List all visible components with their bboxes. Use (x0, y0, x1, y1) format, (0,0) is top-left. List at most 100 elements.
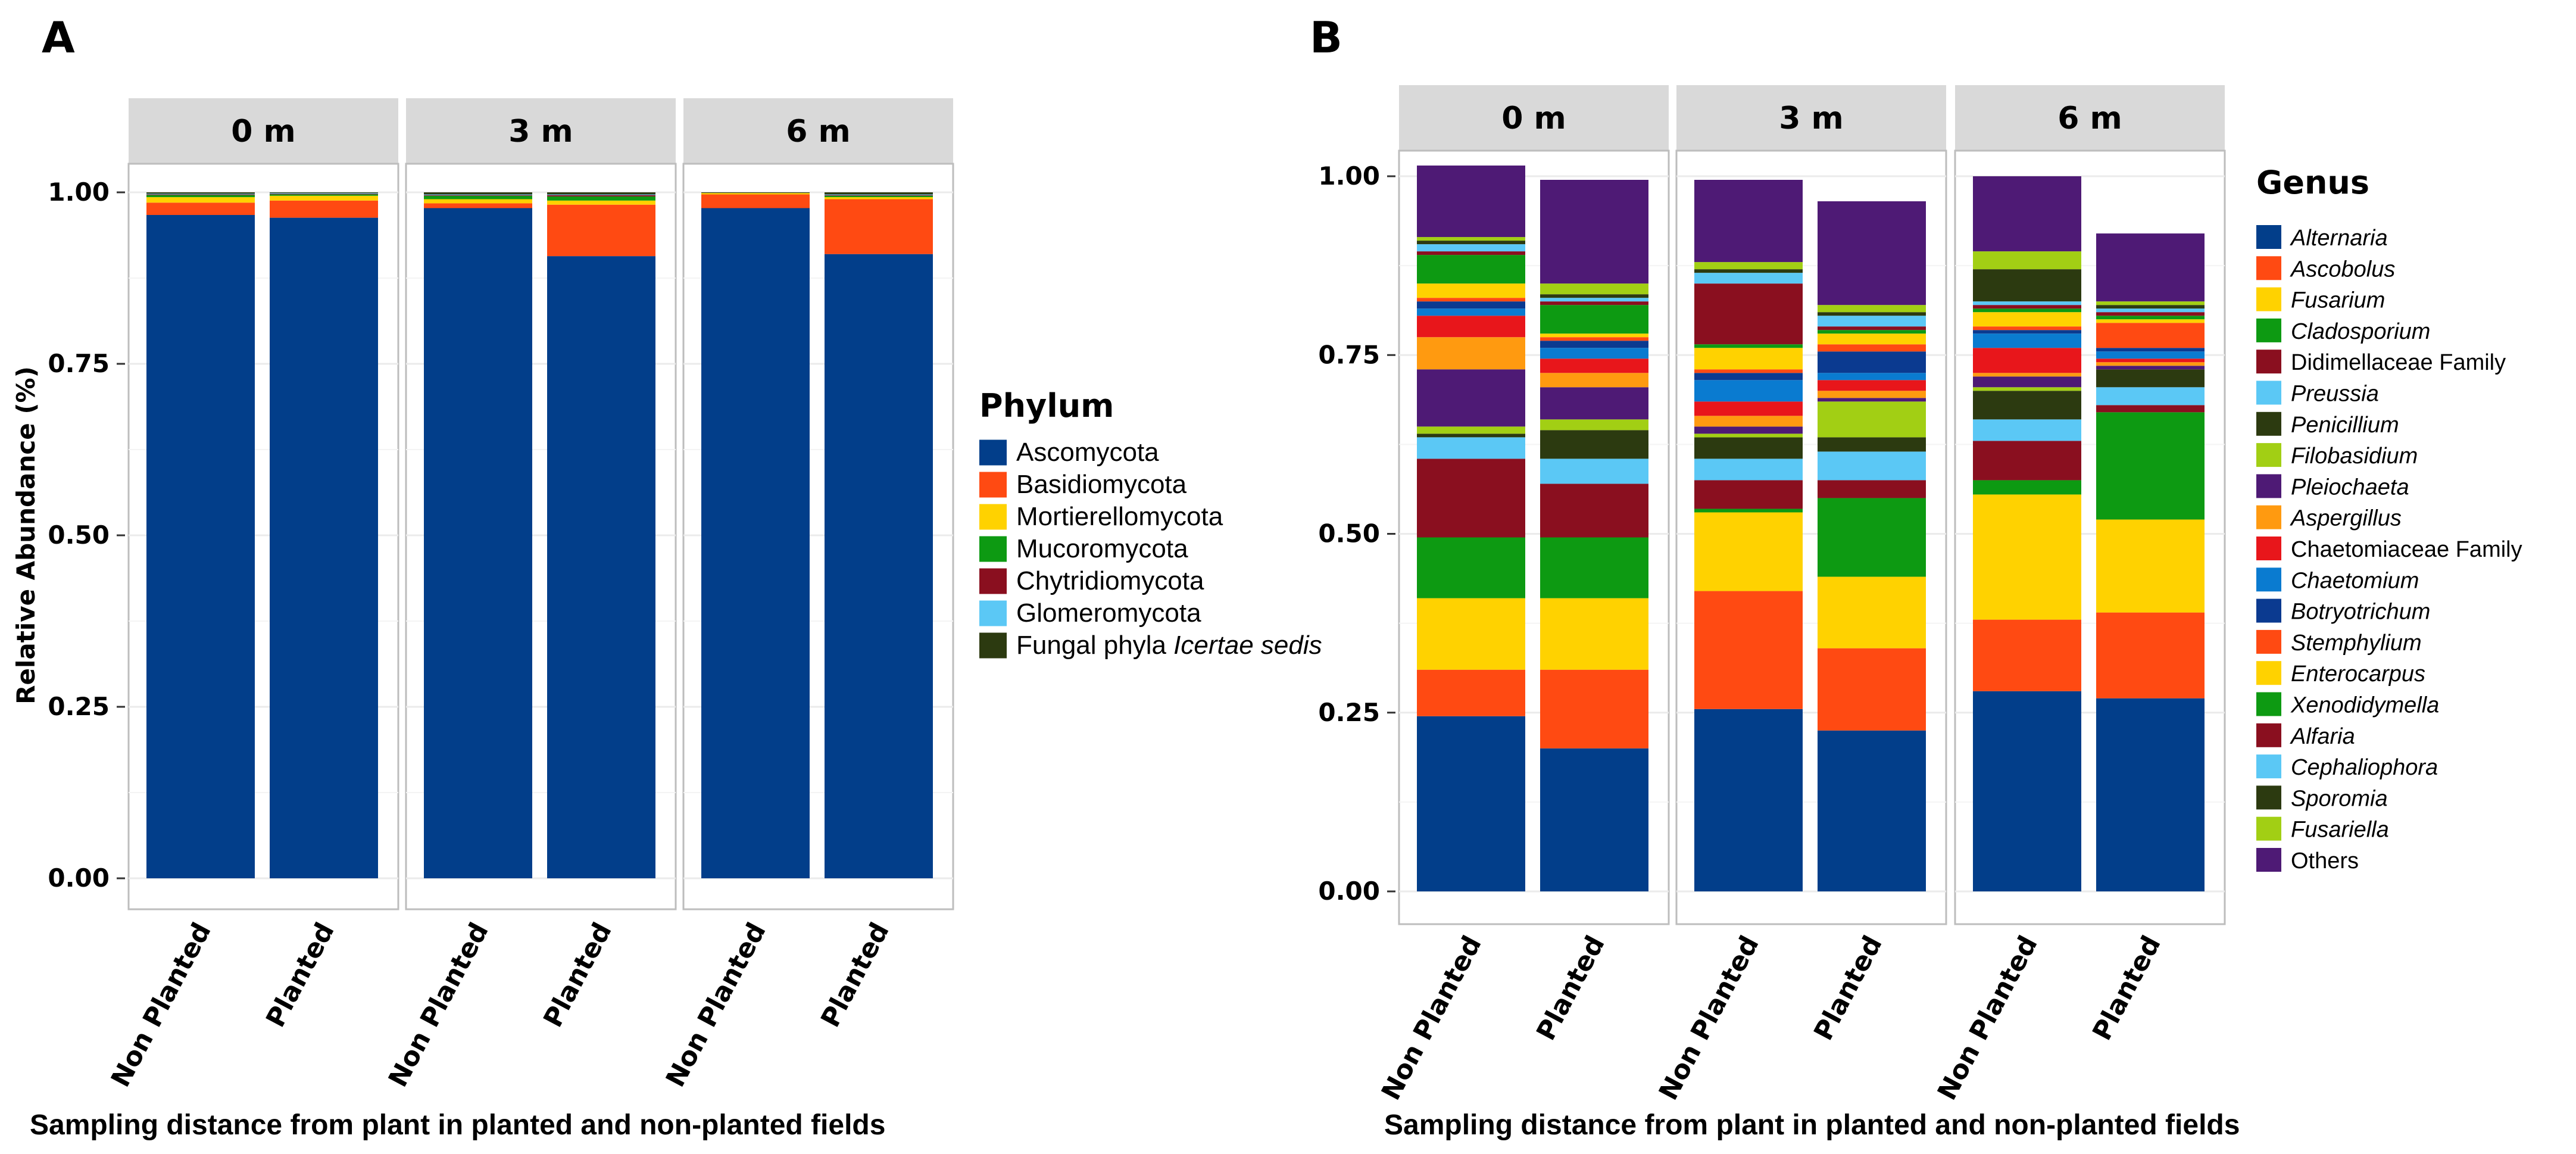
bar-segment-xenodidymella (1417, 255, 1525, 284)
bar-segment-cladosporium (1417, 537, 1525, 598)
x-axis-label: Sampling distance from plant in planted … (1384, 1109, 2240, 1141)
bar-segment-alternaria (1818, 730, 1926, 891)
bar-segment-alfaria (1417, 251, 1525, 255)
bar-segment-chytridiomycota (825, 195, 933, 196)
bar-segment-chaetomium (2096, 351, 2205, 359)
bar-segment-aspergillus (1818, 391, 1926, 398)
bar-segment-penicillium (1540, 430, 1648, 459)
legend-label-mucoromycota: Mucoromycota (1016, 534, 1188, 563)
legend-swatch-pleiochaeta (2256, 474, 2281, 498)
bar-segment-fusarium (1417, 598, 1525, 670)
y-tick-label: 1.00 (1318, 161, 1380, 191)
bar-segment-preussia (1973, 419, 2081, 441)
legend-label-didimellaceae-family: Didimellaceae Family (2291, 350, 2506, 375)
bar-segment-glomeromycota (270, 193, 378, 194)
legend-label-cladosporium: Cladosporium (2291, 319, 2430, 344)
legend-label-stemphylium: Stemphylium (2291, 631, 2422, 656)
bar-segment-didimellaceae-family (1540, 484, 1648, 538)
bar-segment-filobasidium (1973, 387, 2081, 391)
bar-segment-stemphylium (2096, 323, 2205, 348)
legend-swatch-ascomycota (979, 439, 1007, 466)
legend-swatch-stemphylium (2256, 629, 2281, 654)
y-tick-label: 0.50 (1318, 519, 1380, 548)
bar-segment-fusariella (1694, 262, 1803, 270)
bar-segment-ascomycota (825, 254, 933, 879)
legend-swatch-preussia (2256, 380, 2281, 405)
bar-segment-didimellaceae-family (2096, 405, 2205, 413)
legend-label-mortierellomycota: Mortierellomycota (1016, 502, 1223, 531)
bar-segment-preussia (1694, 459, 1803, 481)
legend-label-chaetomium: Chaetomium (2291, 568, 2419, 593)
bar-segment-chaetomium (1540, 348, 1648, 359)
bar-segment-cephaliophora (1540, 298, 1648, 302)
legend-swatch-enterocarpus (2256, 661, 2281, 685)
bar-segment-mortierellomycota (701, 193, 810, 195)
bar-segment-sporomia (1694, 269, 1803, 273)
bar-segment-ascomycota (424, 208, 532, 879)
legend-label-enterocarpus: Enterocarpus (2291, 662, 2425, 687)
bar-segment-filobasidium (1417, 426, 1525, 434)
x-tick-label: Planted (538, 918, 618, 1032)
legend-label-alternaria: Alternaria (2290, 226, 2388, 251)
bar-segment-fusarium (2096, 519, 2205, 613)
bar-segment-ascobolus (1973, 619, 2081, 691)
bar-segment-penicillium (1694, 437, 1803, 459)
bar-segment-xenodidymella (2096, 316, 2205, 320)
bar-segment-fusariella (2096, 301, 2205, 305)
bar-segment-cephaliophora (1818, 316, 1926, 327)
legend-swatch-chaetomium (2256, 567, 2281, 592)
legend-label-others: Others (2291, 849, 2359, 874)
facet-strip (406, 98, 676, 164)
bar-segment-didimellaceae-family (1694, 480, 1803, 509)
bar-segment-fusarium (1973, 494, 2081, 620)
bar-segment-alfaria (1973, 305, 2081, 309)
bar-segment-mucoromycota (424, 195, 532, 199)
bar-segment-ascobolus (1417, 669, 1525, 716)
bar-segment-mortierellomycota (146, 197, 255, 203)
legend-swatch-chaetomiaceae-family (2256, 537, 2281, 560)
bar-segment-filobasidium (1818, 401, 1926, 438)
bar-segment-penicillium (1973, 391, 2081, 420)
bar-segment-fungal-phyla (825, 192, 933, 195)
bar-segment-mortierellomycota (270, 195, 378, 201)
bar-segment-botryotrichum (1818, 351, 1926, 373)
bar-segment-alternaria (1694, 709, 1803, 891)
bar-segment-chaetomiaceae-family (1818, 380, 1926, 391)
legend-label-xenodidymella: Xenodidymella (2290, 693, 2439, 718)
legend-swatch-fusariella (2256, 816, 2281, 841)
bar-segment-botryotrichum (2096, 348, 2205, 352)
legend-label-glomeromycota: Glomeromycota (1016, 598, 1201, 628)
x-tick-label: Planted (2087, 931, 2167, 1045)
bar-segment-enterocarpus (2096, 319, 2205, 323)
bar-segment-fusariella (1417, 237, 1525, 241)
bar-segment-botryotrichum (1417, 301, 1525, 309)
legend-swatch-basidiomycota (979, 472, 1007, 498)
bar-segment-sporomia (1540, 294, 1648, 298)
bar-segment-alfaria (1694, 283, 1803, 345)
bar-segment-preussia (1540, 459, 1648, 484)
bar-segment-penicillium (1417, 433, 1525, 438)
legend-label-pleiochaeta: Pleiochaeta (2291, 475, 2409, 500)
bar-segment-mortierellomycota (547, 200, 655, 205)
bar-segment-enterocarpus (1540, 333, 1648, 338)
bar-segment-chaetomium (1818, 373, 1926, 380)
bar-segment-basidiomycota (270, 200, 378, 218)
bar-segment-cephaliophora (1973, 301, 2081, 305)
bar-segment-ascomycota (701, 208, 810, 879)
panel-b-label: B (1310, 13, 1342, 63)
bar-segment-fungal-phyla (424, 192, 532, 195)
bar-segment-mortierellomycota (825, 197, 933, 199)
legend-swatch-alfaria (2256, 723, 2281, 747)
legend-title: Phylum (979, 387, 1114, 425)
bar-segment-aspergillus (1973, 373, 2081, 377)
legend-swatch-didimellaceae-family (2256, 350, 2281, 374)
bar-segment-fungal-phyla (146, 192, 255, 194)
bar-segment-glomeromycota (424, 194, 532, 195)
legend-swatch-mortierellomycota (979, 504, 1007, 530)
bar-segment-others (2096, 233, 2205, 302)
bar-segment-chaetomiaceae-family (1417, 316, 1525, 338)
bar-segment-chytridiomycota (424, 195, 532, 196)
bar-segment-chaetomium (1973, 333, 2081, 348)
bar-segment-basidiomycota (424, 203, 532, 208)
